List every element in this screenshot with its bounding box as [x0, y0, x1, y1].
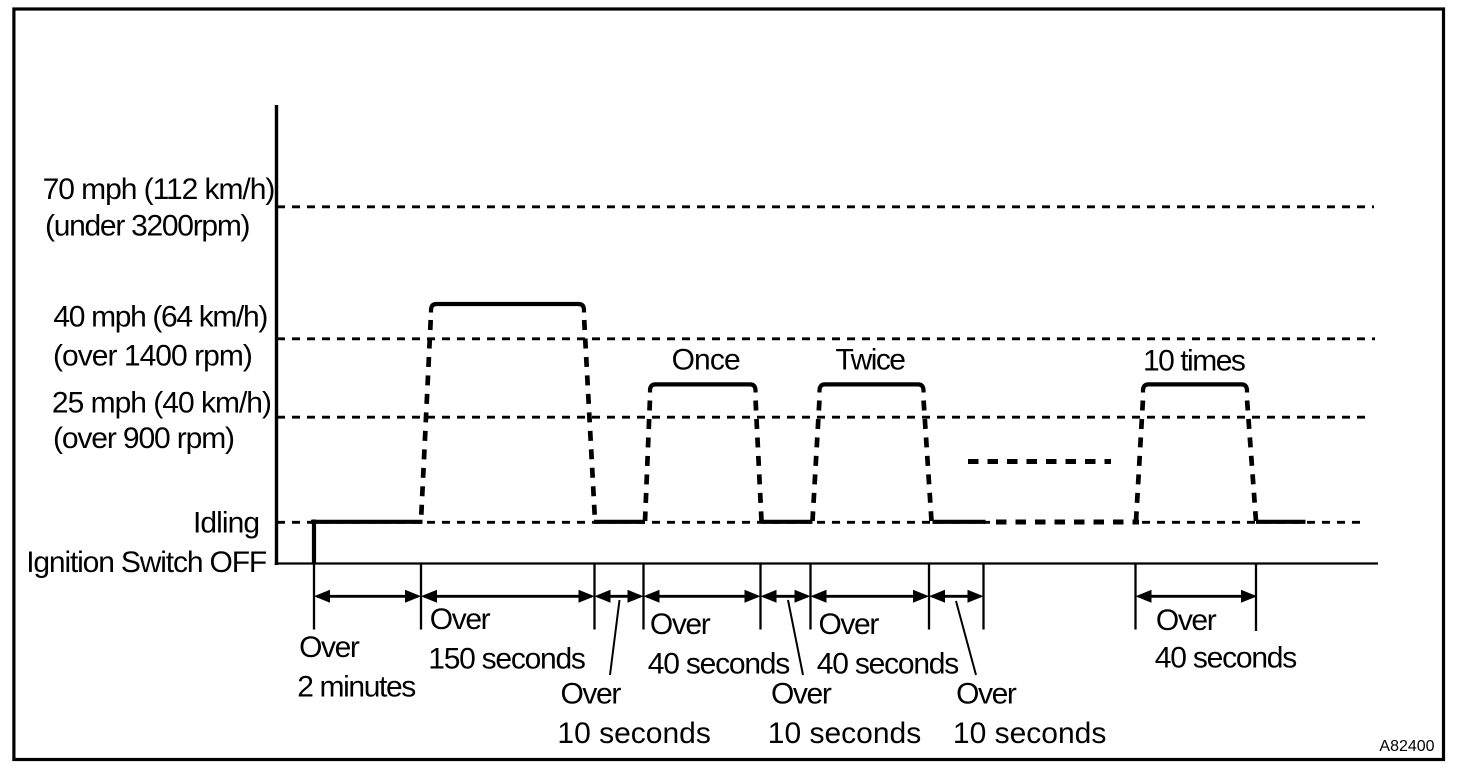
svg-text:(over 900 rpm): (over 900 rpm)	[53, 422, 234, 455]
svg-text:2 minutes: 2 minutes	[297, 670, 415, 703]
svg-text:10 seconds: 10 seconds	[557, 717, 710, 750]
svg-text:(under 3200rpm): (under 3200rpm)	[45, 210, 250, 243]
svg-text:40 seconds: 40 seconds	[817, 648, 958, 681]
svg-text:Ignition Switch OFF: Ignition Switch OFF	[26, 546, 267, 579]
svg-text:Idling: Idling	[193, 507, 259, 540]
svg-text:Over: Over	[1156, 604, 1217, 637]
svg-text:Twice: Twice	[836, 344, 906, 377]
svg-text:150 seconds: 150 seconds	[428, 642, 585, 675]
svg-text:40 seconds: 40 seconds	[648, 648, 789, 681]
svg-text:Once: Once	[672, 344, 740, 377]
svg-text:Over: Over	[650, 608, 711, 641]
svg-text:40 seconds: 40 seconds	[1155, 642, 1296, 675]
svg-text:Over: Over	[819, 608, 880, 641]
svg-text:40 mph (64 km/h): 40 mph (64 km/h)	[53, 301, 267, 334]
svg-text:70 mph (112 km/h): 70 mph (112 km/h)	[43, 173, 275, 206]
svg-text:10 times: 10 times	[1143, 345, 1245, 378]
svg-text:(over 1400 rpm): (over 1400 rpm)	[53, 340, 252, 373]
svg-text:Over: Over	[956, 678, 1017, 711]
svg-text:Over: Over	[561, 678, 622, 711]
svg-text:Over: Over	[771, 678, 832, 711]
svg-text:Over: Over	[430, 603, 491, 636]
svg-text:10 seconds: 10 seconds	[953, 717, 1106, 750]
svg-text:A82400: A82400	[1379, 738, 1434, 755]
svg-text:25 mph (40 km/h): 25 mph (40 km/h)	[52, 387, 271, 420]
svg-text:10 seconds: 10 seconds	[768, 717, 921, 750]
svg-text:Over: Over	[299, 631, 360, 664]
